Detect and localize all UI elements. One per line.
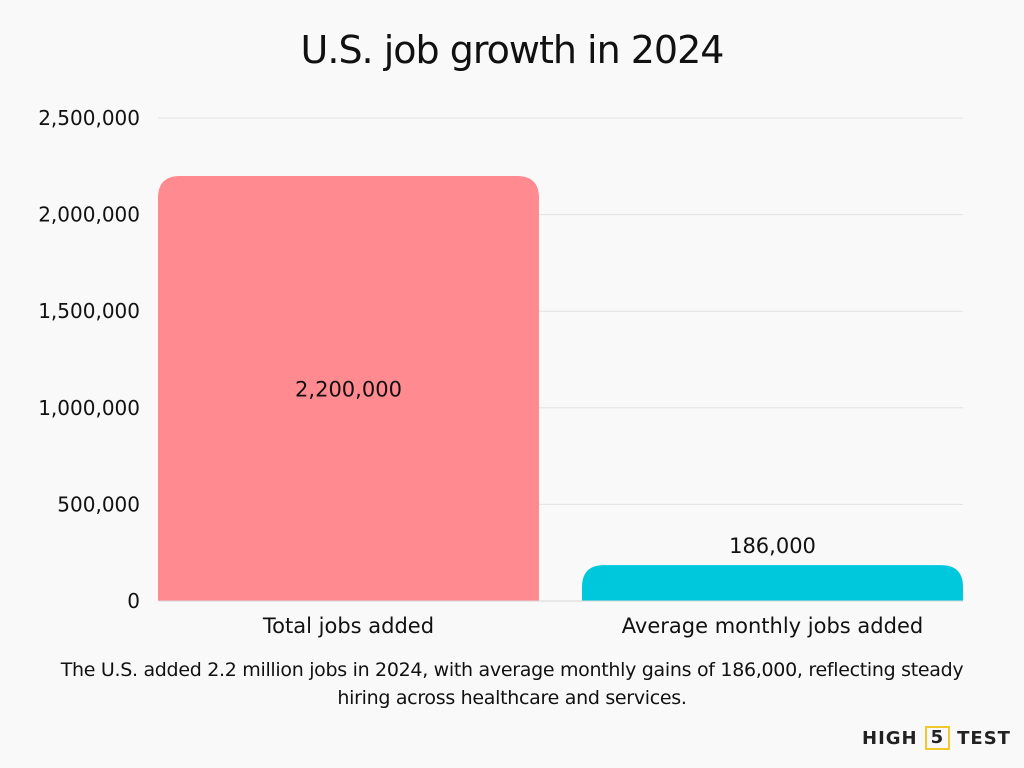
logo-text-right: TEST: [957, 727, 1011, 749]
bar: [158, 175, 539, 601]
x-tick-label: Total jobs added: [262, 614, 434, 638]
y-tick-label: 2,000,000: [38, 203, 140, 227]
data-label: 2,200,000: [295, 377, 402, 401]
y-tick-label: 2,500,000: [38, 106, 140, 130]
bar: [582, 565, 963, 601]
x-tick-label: Average monthly jobs added: [622, 614, 923, 638]
chart-title: U.S. job growth in 2024: [300, 28, 725, 72]
chart-caption: The U.S. added 2.2 million jobs in 2024,…: [60, 659, 964, 709]
y-tick-label: 1,000,000: [38, 396, 140, 420]
data-label: 186,000: [729, 534, 816, 558]
logo-text-left: HIGH: [862, 727, 918, 749]
y-tick-label: 0: [127, 589, 140, 613]
high5test-logo: HIGH 5 TEST: [862, 726, 1011, 750]
y-tick-label: 1,500,000: [38, 299, 140, 323]
y-tick-label: 500,000: [57, 492, 140, 516]
logo-five: 5: [924, 726, 951, 750]
